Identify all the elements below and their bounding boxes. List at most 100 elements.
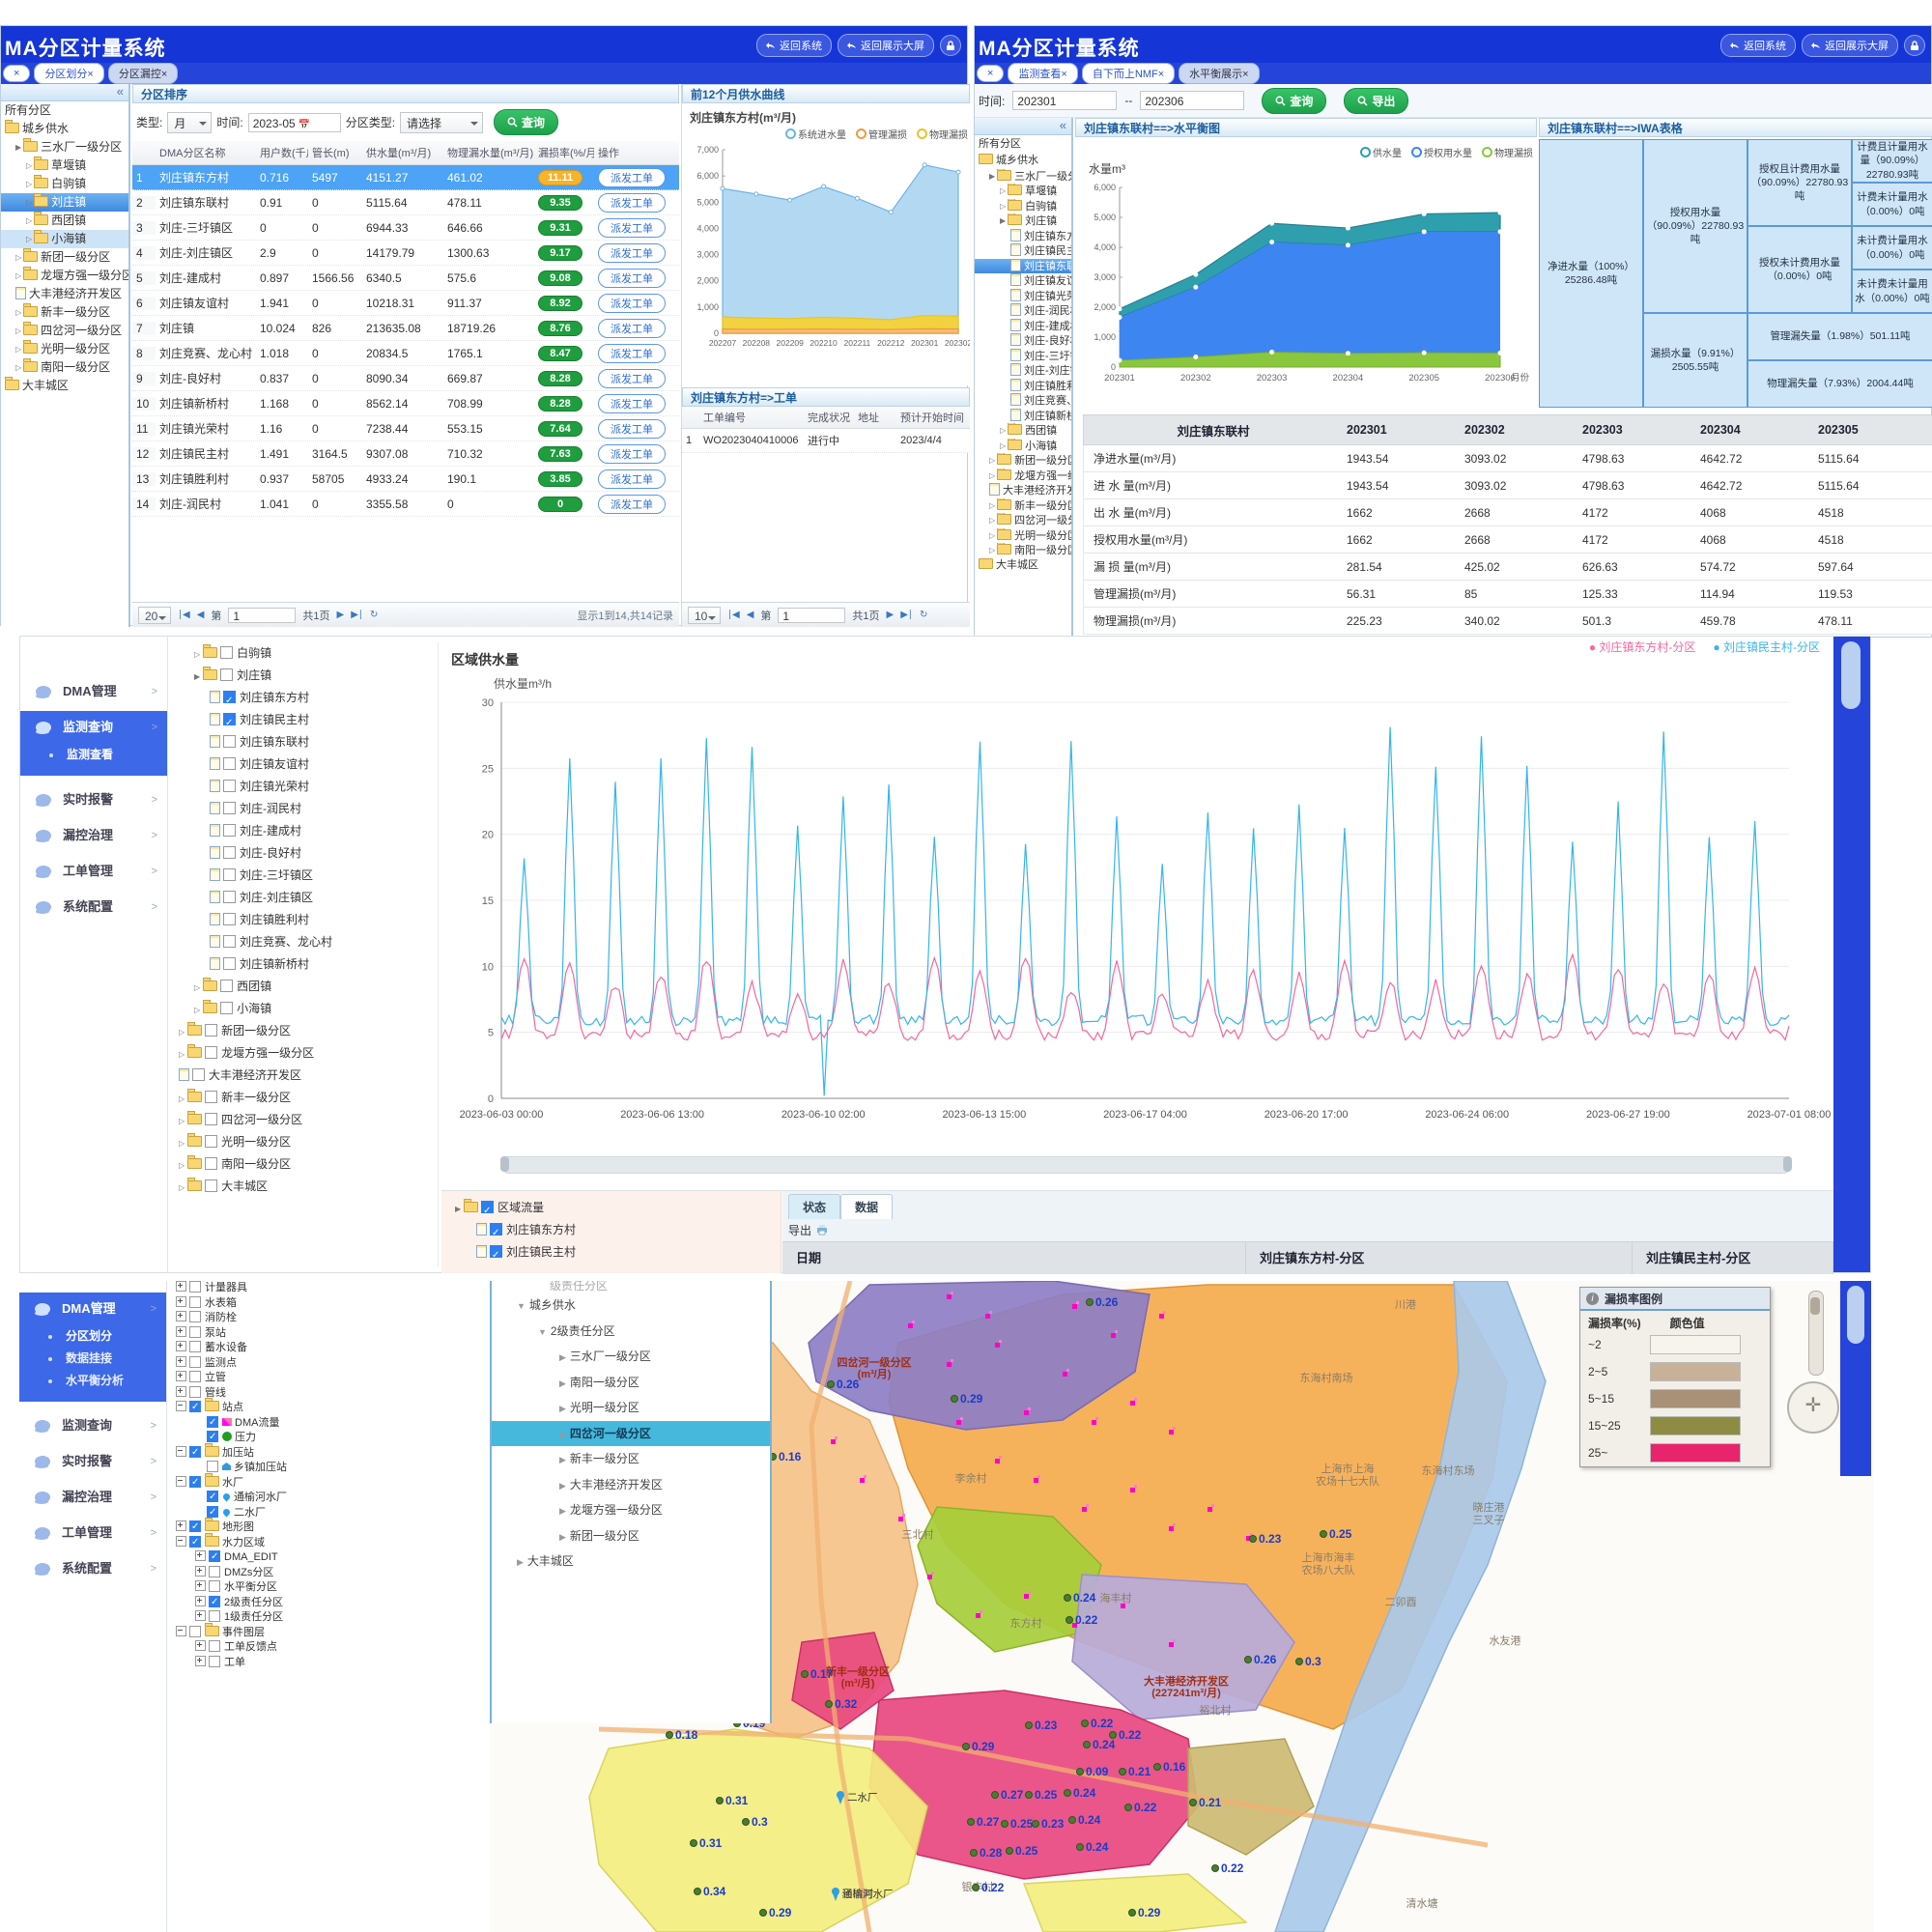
time-from-input[interactable]: 202301 — [1012, 91, 1118, 110]
ranking-row[interactable]: 10 刘庄镇新桥村 1.168 0 8562.14 708.99 8.28 派发工单 — [132, 391, 679, 416]
dispatch-workorder-button[interactable]: 派发工单 — [598, 268, 666, 288]
tree-item[interactable]: 刘庄镇东联村 — [975, 258, 1071, 273]
map-zoom-slider[interactable] — [1808, 1291, 1824, 1376]
tree-checkbox[interactable] — [223, 913, 236, 925]
dma-flow-marker[interactable] — [976, 1613, 980, 1618]
page-nav-icon[interactable]: ▶∣ — [900, 610, 913, 620]
query-button[interactable]: 查询 — [1262, 87, 1327, 114]
query-button[interactable]: 查询 — [494, 109, 559, 135]
expander-icon[interactable]: ▶ — [559, 1378, 566, 1388]
tab-分区漏控[interactable]: 分区漏控× — [107, 63, 179, 84]
expander-icon[interactable]: ▷ — [15, 271, 22, 280]
tree-checkbox[interactable] — [205, 1179, 218, 1192]
flow-tree-root[interactable]: ▶ 区域流量 — [455, 1197, 781, 1222]
zone-tree-item[interactable]: ▼ 城乡供水 — [492, 1293, 770, 1319]
layer-checkbox[interactable] — [209, 1640, 220, 1652]
layer-checkbox[interactable] — [209, 1580, 220, 1592]
expander-icon[interactable]: ▷ — [989, 500, 996, 510]
expander-icon[interactable]: ▶ — [194, 672, 201, 681]
monitor-tree-item[interactable]: 刘庄镇民主村 — [171, 709, 438, 734]
slider-handle-left[interactable] — [500, 1156, 509, 1172]
collapse-icon[interactable]: « — [116, 84, 124, 99]
tree-item[interactable]: 大丰港经济开发区 — [1, 285, 128, 303]
layer-item[interactable]: 事件图层 — [170, 1622, 460, 1641]
leakage-value-marker[interactable]: 0.24 — [1068, 1813, 1101, 1827]
tree-checkbox[interactable] — [481, 1200, 495, 1222]
tree-checkbox[interactable] — [220, 1002, 234, 1014]
tab-数据[interactable]: 数据 — [840, 1194, 894, 1219]
layer-checkbox[interactable] — [207, 1415, 218, 1430]
layer-checkbox[interactable] — [189, 1520, 201, 1535]
tree-checkbox[interactable] — [220, 646, 234, 659]
layer-checkbox[interactable] — [207, 1490, 218, 1505]
monitor-tree-item[interactable]: 刘庄-润民村 — [171, 798, 438, 820]
menu-item-DMA管理[interactable]: DMA管理 > — [20, 675, 167, 708]
monitor-tree-item[interactable]: ▷ 小海镇 — [171, 998, 438, 1020]
menu-item-监测查询[interactable]: 监测查询 > — [19, 1409, 166, 1442]
tree-item[interactable]: ▷ 四岔河一级分区 — [1, 322, 128, 340]
lock-icon[interactable] — [1904, 35, 1925, 56]
expander-icon[interactable]: ▶ — [559, 1352, 566, 1362]
layer-checkbox[interactable] — [189, 1385, 201, 1398]
collapse-icon[interactable] — [176, 1445, 186, 1457]
monitor-tree-item[interactable]: 刘庄-刘庄镇区 — [171, 887, 438, 909]
tree-root[interactable]: 所有分区 — [5, 103, 52, 117]
leakage-value-marker[interactable]: 0.22 — [1081, 1717, 1114, 1730]
leakage-value-marker[interactable]: 0.26 — [1244, 1653, 1277, 1666]
leakage-value-marker[interactable]: 0.22 — [1109, 1728, 1142, 1742]
dma-flow-marker[interactable] — [860, 1478, 865, 1483]
ranking-row[interactable]: 14 刘庄-润民村 1.041 0 3355.58 0 0 派发工单 — [132, 492, 679, 517]
zone-tree-item[interactable]: ▶ 光明一级分区 — [492, 1395, 770, 1421]
layer-item[interactable]: 工单 — [170, 1655, 460, 1671]
tree-item[interactable]: ▶ 刘庄镇 — [975, 213, 1071, 229]
leakage-value-marker[interactable]: 0.22 — [1211, 1861, 1244, 1875]
page-nav-icon[interactable]: ◀ — [196, 610, 205, 620]
layer-item[interactable]: 地形图 — [170, 1518, 460, 1536]
map-region-khaki-east[interactable] — [1187, 1738, 1315, 1856]
zone-tree-item[interactable]: ▶ 三水厂一级分区 — [492, 1344, 770, 1370]
zone-tree-item[interactable]: ▶ 大丰城区 — [492, 1548, 770, 1575]
layer-checkbox[interactable] — [209, 1595, 220, 1609]
layer-item[interactable]: 消防栓 — [170, 1311, 460, 1326]
tree-item[interactable]: ▷ 新丰一级分区 — [975, 497, 1071, 514]
monitor-tree-item[interactable]: 刘庄-建成村 — [171, 820, 438, 842]
expander-icon[interactable]: ▷ — [989, 516, 996, 525]
expander-icon[interactable]: ▷ — [26, 180, 33, 188]
leakage-value-marker[interactable]: 0.21 — [1119, 1765, 1151, 1778]
legend-item[interactable]: ● 刘庄镇东方村-分区 — [1589, 639, 1696, 655]
export-button[interactable]: 导出 — [1344, 87, 1409, 114]
expand-icon[interactable] — [195, 1595, 206, 1606]
expander-icon[interactable]: ▷ — [15, 253, 22, 262]
leakage-value-marker[interactable]: 0.31 — [716, 1794, 749, 1807]
zone-tree-item[interactable]: ▶ 南阳一级分区 — [492, 1370, 770, 1396]
ranking-row[interactable]: 5 刘庄-建成村 0.897 1566.56 6340.5 575.6 9.08 派发工单 — [132, 266, 679, 291]
zone-type-select[interactable]: 请选择 — [400, 111, 484, 133]
dispatch-workorder-button[interactable]: 派发工单 — [598, 192, 666, 213]
layer-checkbox[interactable] — [189, 1341, 201, 1352]
expander-icon[interactable]: ▷ — [15, 363, 22, 372]
leakage-value-marker[interactable]: 0.29 — [951, 1392, 983, 1406]
expander-icon[interactable]: ▷ — [15, 308, 22, 317]
dma-flow-marker[interactable] — [1169, 1526, 1174, 1531]
layer-item[interactable]: 通榆河水厂 — [170, 1490, 460, 1506]
layer-item[interactable]: 管线 — [170, 1385, 460, 1402]
collapse-icon[interactable]: « — [1059, 118, 1066, 132]
layer-item[interactable]: 水表箱 — [170, 1295, 460, 1312]
monitor-tree-item[interactable]: 刘庄镇东联村 — [171, 731, 438, 753]
expander-icon[interactable]: ▶ — [1000, 216, 1007, 225]
layer-item[interactable]: 水平衡分区 — [170, 1580, 460, 1596]
zone-tree-item[interactable]: ▶ 新丰一级分区 — [492, 1446, 770, 1472]
export-link[interactable]: 导出 — [788, 1223, 812, 1237]
tree-checkbox[interactable] — [223, 891, 236, 903]
tree-checkbox[interactable] — [490, 1244, 502, 1266]
tree-item[interactable]: ▷ 西团镇 — [1, 212, 128, 230]
scrollbar-thumb[interactable] — [1847, 1286, 1864, 1344]
tree-item[interactable]: 大丰港经济开发区 — [975, 483, 1071, 498]
layer-item[interactable]: 站点 — [170, 1398, 460, 1416]
zoom-slider-handle[interactable] — [1810, 1297, 1820, 1315]
tree-item[interactable]: ▷ 龙堰方强一级分区 — [975, 468, 1071, 484]
range-slider[interactable] — [500, 1156, 1792, 1174]
page-nav-icon[interactable]: ▶ — [886, 610, 895, 620]
layer-checkbox[interactable] — [189, 1355, 201, 1368]
map-region-crimson-west[interactable] — [791, 1632, 895, 1730]
